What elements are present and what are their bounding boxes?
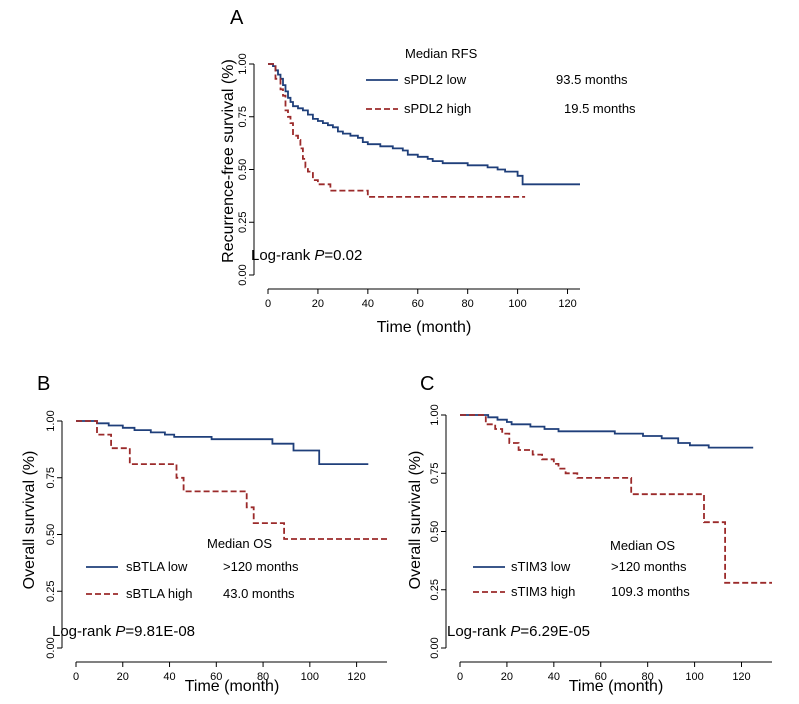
x-axis-title: Time (month) — [569, 678, 664, 695]
x-axis-title: Time (month) — [185, 678, 280, 695]
x-tick-label: 120 — [732, 671, 750, 683]
legend-title: Median OS — [610, 538, 675, 553]
series-line-low — [460, 414, 754, 449]
x-tick-label: 80 — [642, 671, 654, 683]
panel-c: C 0 20 40 60 80 100 120 0.00 0.25 0.50 0.75 1.00 Time… — [407, 373, 772, 695]
y-axis-title: Overall survival (%) — [21, 451, 38, 590]
panel-label: A — [230, 7, 244, 29]
x-tick-label: 100 — [685, 671, 703, 683]
x-tick-label: 120 — [347, 671, 365, 683]
log-rank-annotation: Log-rank P=9.81E-08 — [52, 623, 195, 640]
x-tick-label: 0 — [265, 298, 271, 310]
y-tick-label: 1.00 — [237, 53, 249, 74]
legend: Median OS sTIM3 low >120 months sTIM3 high 1… — [473, 538, 690, 599]
legend: Median OS sBTLA low >120 months sBTLA high 4… — [86, 536, 299, 601]
y-tick-label: 0.00 — [45, 637, 57, 658]
y-tick-label: 0.75 — [429, 463, 441, 484]
series-line-low — [76, 420, 369, 465]
legend-median: 19.5 months — [564, 101, 636, 116]
panel-b: B 0 20 40 60 80 100 120 0.00 0.25 0.50 0.75 1.00 Time… — [21, 373, 387, 695]
legend-series-name: sTIM3 low — [511, 559, 571, 574]
legend-title: Median RFS — [405, 46, 478, 61]
log-rank-annotation: Log-rank P=6.29E-05 — [447, 623, 590, 640]
series-line-low — [268, 63, 580, 186]
legend-series-name: sBTLA high — [126, 586, 193, 601]
y-axis-title: Overall survival (%) — [407, 451, 424, 590]
legend-median: >120 months — [611, 559, 687, 574]
x-tick-label: 100 — [508, 298, 526, 310]
y-axis-title: Recurrence-free survival (%) — [220, 59, 237, 263]
x-tick-label: 60 — [595, 671, 607, 683]
legend-series-name: sPDL2 high — [404, 101, 471, 116]
x-tick-label: 80 — [257, 671, 269, 683]
panel-label: B — [37, 373, 50, 395]
y-tick-label: 0.75 — [237, 106, 249, 127]
y-tick-label: 1.00 — [45, 410, 57, 431]
legend-median: 109.3 months — [611, 584, 690, 599]
x-tick-label: 0 — [457, 671, 463, 683]
legend-title: Median OS — [207, 536, 272, 551]
legend-series-name: sBTLA low — [126, 559, 188, 574]
x-tick-label: 20 — [117, 671, 129, 683]
y-tick-label: 0.75 — [45, 467, 57, 488]
y-tick-label: 0.50 — [429, 521, 441, 542]
log-rank-annotation: Log-rank P=0.02 — [251, 247, 362, 264]
y-tick-label: 0.00 — [237, 264, 249, 285]
y-tick-label: 0.25 — [429, 579, 441, 600]
legend: Median RFS sPDL2 low 93.5 months sPDL2 high… — [366, 46, 636, 116]
y-tick-label: 0.50 — [45, 524, 57, 545]
axes: 0 20 40 60 80 100 120 0.00 0.25 0.50 0.75 1.00 — [237, 53, 580, 310]
x-axis-title: Time (month) — [377, 319, 472, 336]
series-line-high — [76, 420, 387, 540]
panel-label: C — [420, 373, 434, 395]
x-tick-label: 20 — [312, 298, 324, 310]
x-tick-label: 80 — [462, 298, 474, 310]
series-line-high — [268, 63, 526, 198]
panel-a: A 0 20 40 60 80 100 120 0.00 0.25 0.50 0.75 1.00 Time… — [220, 7, 636, 336]
x-tick-label: 40 — [362, 298, 374, 310]
series-line-high — [460, 414, 772, 584]
axes: 0 20 40 60 80 100 120 0.00 0.25 0.50 0.75 1.00 — [45, 410, 387, 683]
x-tick-label: 40 — [548, 671, 560, 683]
legend-median: 93.5 months — [556, 72, 628, 87]
x-tick-label: 40 — [163, 671, 175, 683]
x-tick-label: 60 — [412, 298, 424, 310]
axes: 0 20 40 60 80 100 120 0.00 0.25 0.50 0.75 1.00 — [429, 404, 772, 683]
legend-median: 43.0 months — [223, 586, 295, 601]
legend-series-name: sPDL2 low — [404, 72, 467, 87]
x-tick-label: 0 — [73, 671, 79, 683]
x-tick-label: 120 — [558, 298, 576, 310]
legend-series-name: sTIM3 high — [511, 584, 575, 599]
y-tick-label: 0.50 — [237, 159, 249, 180]
y-tick-label: 0.00 — [429, 637, 441, 658]
legend-median: >120 months — [223, 559, 299, 574]
x-tick-label: 20 — [501, 671, 513, 683]
y-tick-label: 1.00 — [429, 404, 441, 425]
x-tick-label: 60 — [210, 671, 222, 683]
y-tick-label: 0.25 — [45, 581, 57, 602]
x-tick-label: 100 — [301, 671, 319, 683]
y-tick-label: 0.25 — [237, 212, 249, 233]
